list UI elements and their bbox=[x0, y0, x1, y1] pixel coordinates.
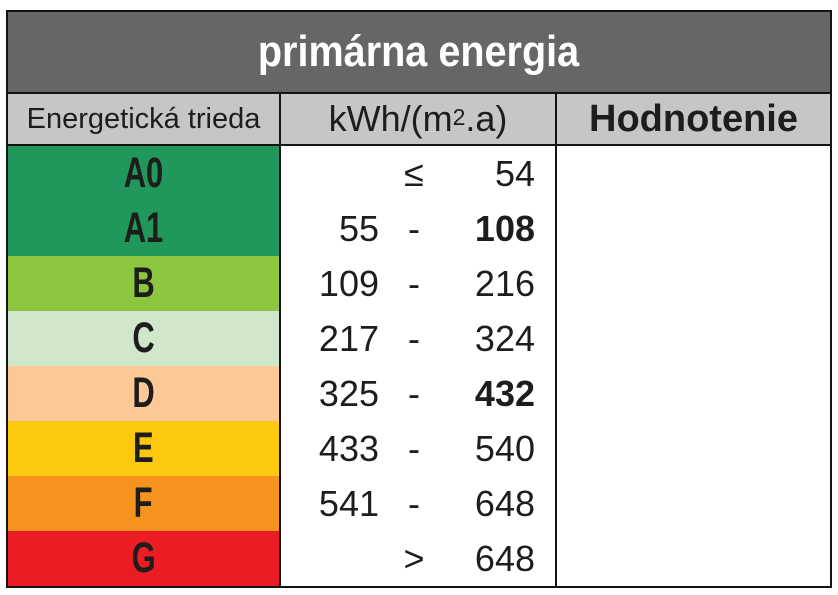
class-cell-a1: A1 bbox=[8, 201, 281, 256]
range-separator: - bbox=[408, 427, 420, 469]
primary-energy-rating-table: primárna energia Energetická trieda kWh/… bbox=[6, 10, 832, 588]
class-cell-b: B bbox=[8, 256, 281, 311]
unit-text-post: .a) bbox=[465, 98, 508, 139]
range-high: 54 bbox=[494, 152, 535, 194]
range-low: 325 bbox=[318, 372, 379, 414]
range-cell-a1: 55- 108 bbox=[281, 201, 557, 256]
range-high: 648 bbox=[474, 482, 535, 524]
range-low: 109 bbox=[318, 262, 379, 304]
range-cell-b: 109- 216 bbox=[281, 256, 557, 311]
range-cell-f: 541- 648 bbox=[281, 476, 557, 531]
range-high: 324 bbox=[474, 317, 535, 359]
class-cell-d: D bbox=[8, 366, 281, 421]
class-label: D bbox=[132, 369, 155, 417]
class-label: B bbox=[132, 259, 155, 307]
class-label: E bbox=[133, 424, 154, 472]
range-separator: - bbox=[408, 317, 420, 359]
class-cell-g: G bbox=[8, 531, 281, 586]
class-label: G bbox=[131, 534, 156, 582]
class-label: A0 bbox=[123, 149, 164, 197]
range-low: 55 bbox=[338, 207, 379, 249]
table-title: primárna energia bbox=[258, 27, 580, 76]
rating-empty-cell bbox=[557, 146, 830, 586]
range-cell-g: >648 bbox=[281, 531, 557, 586]
range-high: 432 bbox=[474, 372, 535, 414]
range-cell-c: 217- 324 bbox=[281, 311, 557, 366]
range-separator: - bbox=[408, 372, 420, 414]
range-high: 648 bbox=[474, 537, 535, 579]
range-cell-d: 325- 432 bbox=[281, 366, 557, 421]
range-low: 433 bbox=[318, 427, 379, 469]
range-high: 216 bbox=[474, 262, 535, 304]
range-cell-e: 433- 540 bbox=[281, 421, 557, 476]
class-cell-a0: A0 bbox=[8, 146, 281, 201]
range-separator: - bbox=[408, 262, 420, 304]
column-header-rating: Hodnotenie bbox=[557, 94, 830, 146]
range-low: 217 bbox=[318, 317, 379, 359]
range-separator: - bbox=[408, 207, 420, 249]
range-cell-a0: ≤54 bbox=[281, 146, 557, 201]
range-high: 540 bbox=[474, 427, 535, 469]
unit-text-pre: kWh/(m bbox=[328, 98, 453, 139]
range-low: 541 bbox=[318, 482, 379, 524]
range-separator: > bbox=[403, 537, 425, 579]
table-title-bar: primárna energia bbox=[8, 12, 830, 94]
range-separator: ≤ bbox=[404, 152, 424, 194]
column-header-energy-class: Energetická trieda bbox=[8, 94, 281, 146]
class-cell-e: E bbox=[8, 421, 281, 476]
class-label: A1 bbox=[123, 204, 164, 252]
class-cell-f: F bbox=[8, 476, 281, 531]
range-high: 108 bbox=[474, 207, 535, 249]
range-separator: - bbox=[408, 482, 420, 524]
class-cell-c: C bbox=[8, 311, 281, 366]
class-label: C bbox=[132, 314, 155, 362]
column-header-unit: kWh/(m 2 .a) bbox=[281, 94, 557, 146]
class-label: F bbox=[134, 479, 153, 527]
